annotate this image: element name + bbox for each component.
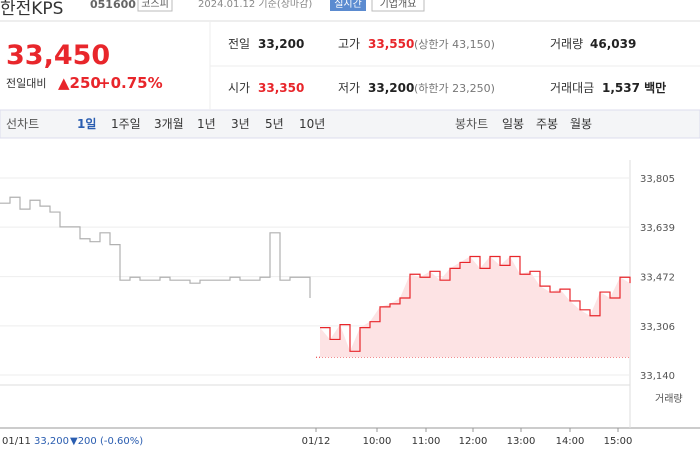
stat-value: 33,200 <box>258 37 304 51</box>
stat-label: 저가 <box>338 81 360 95</box>
line-label: 선차트 <box>6 117 39 131</box>
tab[interactable]: 월봉 <box>570 117 592 131</box>
stat-note: (하한가 23,250) <box>414 81 495 95</box>
stat-value: 33,350 <box>258 81 304 95</box>
stat-label: 고가 <box>338 37 360 51</box>
y-tick-label: 33,472 <box>640 273 675 284</box>
y-tick-label: 33,639 <box>640 223 675 234</box>
footer-price: 33,200 <box>34 436 69 447</box>
badge[interactable] <box>330 0 366 11</box>
rate: +0.75% <box>98 74 163 92</box>
stat-value: 33,550 <box>368 37 414 51</box>
tab[interactable]: 일봉 <box>502 117 524 131</box>
tab[interactable]: 3개월 <box>154 117 184 131</box>
tab[interactable]: 1일 <box>77 117 96 131</box>
x-tick-label: 10:00 <box>363 436 392 447</box>
tab[interactable]: 5년 <box>265 117 284 131</box>
x-tick-label: 11:00 <box>412 436 441 447</box>
stat-value: 1,537 백만 <box>602 80 666 95</box>
tab[interactable]: 3년 <box>231 117 250 131</box>
candle-label: 봉차트 <box>455 117 488 131</box>
price-line <box>320 255 631 352</box>
badge <box>137 0 173 12</box>
stat-label: 거래량 <box>550 37 583 51</box>
area <box>320 256 630 358</box>
x-tick-label: 12:00 <box>459 436 488 447</box>
stat-label: 전일 <box>228 37 250 51</box>
stat-note: (상한가 43,150) <box>414 38 495 51</box>
y-tick-label: 33,306 <box>640 322 675 333</box>
stat-label: 거래대금 <box>550 81 594 95</box>
tab[interactable]: 1년 <box>197 117 216 131</box>
market: 코스피 <box>141 0 169 10</box>
realtime[interactable]: 실시간 <box>334 0 362 10</box>
footer-date: 01/11 <box>2 436 31 447</box>
y-tick-label: 33,805 <box>640 174 675 185</box>
footer-change: ▼200 (-0.60%) <box>70 436 143 447</box>
change-label: 전일대비 <box>6 76 46 90</box>
stat-value: 33,200 <box>368 81 414 95</box>
tab[interactable]: 주봉 <box>536 117 558 131</box>
price: 33,450 <box>6 40 110 71</box>
change: ▲250 <box>58 74 101 92</box>
x-tick-label: 01/12 <box>302 436 331 447</box>
x-tick-label: 15:00 <box>604 436 633 447</box>
company[interactable]: 기업개요 <box>380 0 417 10</box>
volume-label: 거래량 <box>655 393 683 405</box>
date: 2024.01.12 기준(장마감) <box>198 0 312 10</box>
stat-label: 시가 <box>228 81 250 95</box>
x-tick-label: 13:00 <box>507 436 536 447</box>
stock-code: 051600 <box>90 0 136 11</box>
tab[interactable]: 10년 <box>299 117 325 131</box>
price-line <box>0 196 311 298</box>
badge[interactable] <box>371 0 425 12</box>
tab-bar <box>0 109 700 139</box>
stat-value: 46,039 <box>590 37 636 51</box>
y-tick-label: 33,140 <box>640 371 675 382</box>
stock-name: 한전KPS <box>0 0 63 19</box>
tab[interactable]: 1주일 <box>111 117 141 131</box>
x-tick-label: 14:00 <box>556 436 585 447</box>
